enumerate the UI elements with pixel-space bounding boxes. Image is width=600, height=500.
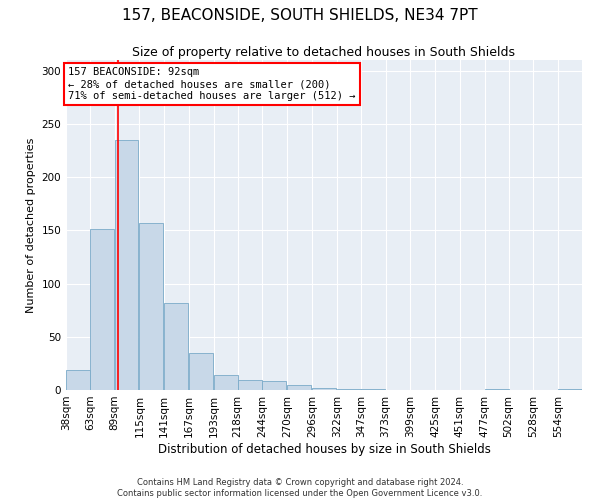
Bar bbox=[90, 230, 113, 390]
Bar bbox=[262, 382, 286, 390]
Bar bbox=[66, 370, 90, 390]
Bar bbox=[115, 140, 139, 390]
Title: Size of property relative to detached houses in South Shields: Size of property relative to detached ho… bbox=[133, 46, 515, 59]
Bar bbox=[139, 223, 163, 390]
Bar bbox=[485, 389, 509, 390]
Bar bbox=[238, 380, 262, 390]
Text: 157, BEACONSIDE, SOUTH SHIELDS, NE34 7PT: 157, BEACONSIDE, SOUTH SHIELDS, NE34 7PT bbox=[122, 8, 478, 22]
Bar bbox=[361, 389, 385, 390]
Bar bbox=[337, 389, 361, 390]
Bar bbox=[558, 389, 582, 390]
Bar bbox=[312, 388, 336, 390]
Bar bbox=[189, 352, 213, 390]
Bar bbox=[214, 375, 238, 390]
Y-axis label: Number of detached properties: Number of detached properties bbox=[26, 138, 36, 312]
Bar bbox=[287, 384, 311, 390]
X-axis label: Distribution of detached houses by size in South Shields: Distribution of detached houses by size … bbox=[158, 442, 490, 456]
Text: 157 BEACONSIDE: 92sqm
← 28% of detached houses are smaller (200)
71% of semi-det: 157 BEACONSIDE: 92sqm ← 28% of detached … bbox=[68, 68, 355, 100]
Bar bbox=[164, 302, 188, 390]
Text: Contains HM Land Registry data © Crown copyright and database right 2024.
Contai: Contains HM Land Registry data © Crown c… bbox=[118, 478, 482, 498]
